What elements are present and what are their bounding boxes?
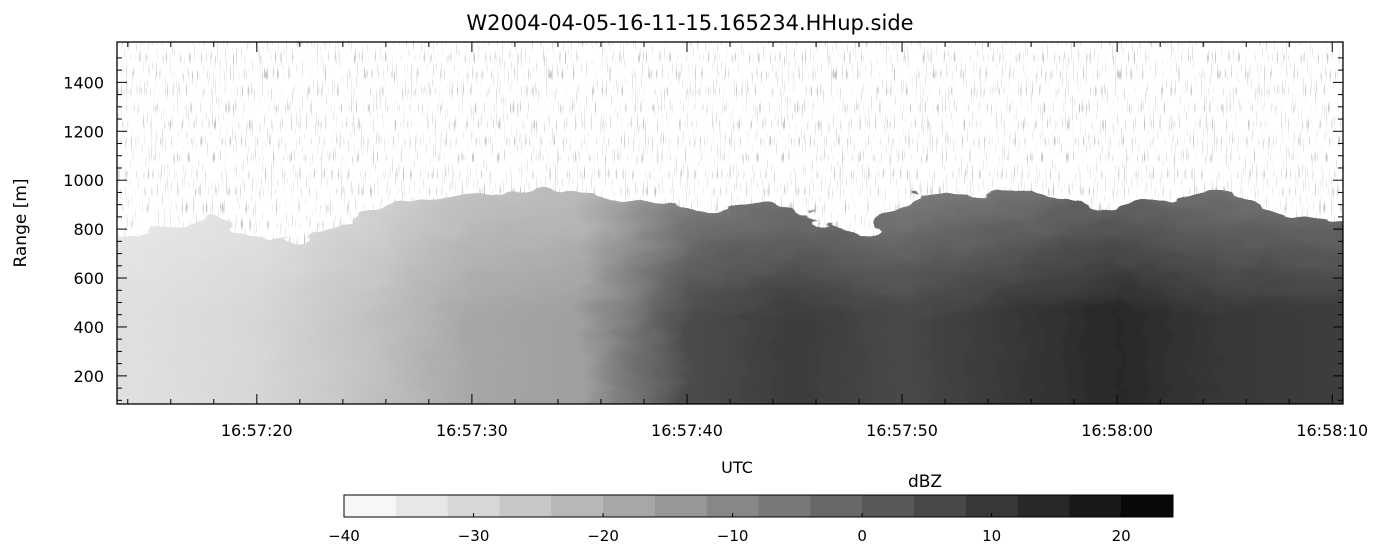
colorbar-swatch (1121, 495, 1174, 517)
colorbar-swatch (395, 495, 449, 517)
y-tick-label: 600 (73, 269, 104, 288)
colorbar-swatch (603, 495, 656, 517)
x-axis: 16:57:20 16:57:30 16:57:40 16:57:50 16:58:00… (127, 42, 1368, 440)
x-axis-label: UTC (721, 458, 753, 477)
colorbar-swatch (810, 495, 863, 517)
colorbar-swatch (1069, 495, 1122, 517)
colorbar-swatch (965, 495, 1019, 517)
echo-top-shading (117, 185, 1343, 404)
colorbar-swatch (551, 495, 604, 517)
colorbar-tick-label: 20 (1112, 527, 1131, 545)
x-tick-label: 16:57:50 (866, 421, 938, 440)
x-tick-label: 16:58:10 (1296, 421, 1368, 440)
y-tick-label: 800 (73, 220, 104, 239)
x-tick-label: 16:58:00 (1081, 421, 1153, 440)
y-tick-label: 1000 (63, 171, 104, 190)
colorbar-tick-label: 10 (982, 527, 1001, 545)
colorbar-label: dBZ (908, 472, 942, 492)
colorbar-swatch (758, 495, 811, 517)
colorbar-tick-label: −20 (587, 527, 619, 545)
colorbar-swatch (913, 495, 967, 517)
colorbar-frame (343, 494, 1174, 518)
colorbar-swatch (654, 495, 708, 517)
chart-title: W2004-04-05-16-11-15.165234.HHup.side (466, 11, 913, 35)
plot-area (117, 42, 1343, 404)
y-tick-label: 400 (73, 318, 104, 337)
y-axis-label: Range [m] (11, 178, 31, 267)
colorbar-tick-label: −40 (328, 527, 360, 545)
colorbar-tick-label: −30 (458, 527, 490, 545)
y-tick-label: 200 (73, 367, 104, 386)
colorbar-swatch (862, 495, 915, 517)
x-tick-label: 16:57:40 (651, 421, 723, 440)
colorbar-swatch (344, 495, 397, 517)
x-tick-label: 16:57:20 (221, 421, 293, 440)
y-axis: 200 400 600 800 1000 1200 1400 (63, 57, 1343, 401)
colorbar-tick-label: −10 (717, 527, 749, 545)
colorbar-tick-label: 0 (857, 527, 867, 545)
x-tick-label: 16:57:30 (436, 421, 508, 440)
colorbar: −40 −30 −20 −10 0 10 20 (328, 494, 1174, 545)
reflectivity-field (117, 185, 1343, 404)
y-tick-label: 1400 (63, 73, 104, 92)
y-tick-label: 1200 (63, 122, 104, 141)
colorbar-swatch (706, 495, 759, 517)
colorbar-swatch (447, 495, 500, 517)
colorbar-swatch (499, 495, 552, 517)
colorbar-swatch (1017, 495, 1070, 517)
